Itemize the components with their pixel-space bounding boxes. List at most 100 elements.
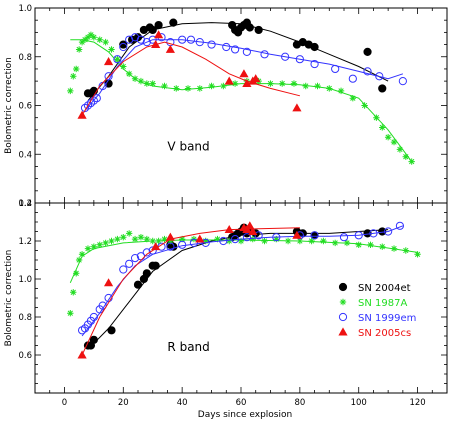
top-sn-1999em-point (83, 101, 93, 110)
bottom-sn-1987a-point-shape (308, 237, 315, 245)
bottom-sn-1987a-point-shape (261, 237, 268, 245)
bottom-sn-1987a-point (108, 237, 115, 245)
bottom-sn-1987a-point-shape (67, 310, 74, 317)
bottom-sn-1999em-point-shape (130, 254, 140, 263)
legend-label-sn-1987a: SN 1987A (358, 298, 407, 309)
top-sn-1987a-point (267, 80, 274, 87)
top-sn-1999em-point-shape (331, 64, 340, 74)
top-sn-1999em-fit-line (84, 39, 404, 111)
bottom-sn-1999em-point-shape (148, 246, 157, 255)
top-sn-1999em-point-shape (178, 35, 187, 44)
bottom-sn-1999em-point-shape (231, 235, 240, 244)
bottom-sn-1987a-point-shape (402, 247, 409, 254)
bottom-sn-1987a-point (120, 234, 127, 241)
top-sn-2004et-point (169, 18, 178, 27)
top-sn-1999em-point-shape (231, 45, 240, 54)
top-sn-1987a-point (314, 82, 321, 90)
bottom-sn-1987a-point (249, 235, 256, 243)
bottom-sn-1987a-point (137, 234, 145, 241)
bottom-y-tick-label: 0.6 (18, 351, 32, 361)
top-sn-1987a-point-shape (373, 114, 380, 121)
x-tick-label: 40 (177, 398, 188, 408)
bottom-sn-1987a-point-shape (143, 235, 151, 243)
top-sn-1999em-point (363, 67, 372, 76)
bottom-sn-2005cs-point (245, 221, 255, 230)
top-sn-2004et-point (310, 42, 319, 52)
top-y-tick-label: 0.4 (18, 150, 32, 160)
bottom-sn-1987a-point (161, 235, 168, 243)
top-sn-2005cs-point-shape (242, 78, 252, 88)
top-sn-1987a-point (196, 85, 203, 92)
bottom-sn-1987a-point (131, 235, 139, 243)
bottom-sn-1999em-point-shape (201, 238, 210, 247)
top-sn-1999em-point (92, 94, 101, 103)
bottom-sn-1999em-point (231, 235, 240, 244)
bottom-sn-1987a-point-shape (178, 235, 186, 243)
top-sn-2004et-point-shape (254, 25, 263, 35)
top-sn-1987a-point (184, 85, 192, 92)
bottom-y-tick-label: 1.0 (18, 275, 32, 285)
top-sn-1987a-point (373, 114, 380, 121)
top-sn-1999em-point-shape (89, 96, 98, 105)
bottom-sn-1987a-point (178, 235, 186, 243)
bottom-sn-1987a-point (67, 310, 74, 317)
bottom-sn-1987a-point-shape (414, 251, 421, 258)
bottom-sn-2005cs-point-shape (224, 225, 234, 234)
bottom-y-axis-label: Bolometric correction (4, 250, 14, 347)
bottom-sn-2005cs-point (165, 232, 175, 241)
bottom-sn-1999em-point (119, 265, 128, 274)
bottom-sn-2005cs-point-shape (248, 226, 258, 235)
bottom-sn-1999em-point (339, 233, 349, 242)
bottom-sn-1987a-point-shape (367, 241, 374, 248)
top-sn-1999em-point (295, 55, 304, 64)
top-sn-1999em-point (281, 52, 290, 61)
top-sn-1987a-point-shape (402, 153, 409, 160)
bottom-sn-1999em-point-shape (89, 312, 98, 322)
bottom-sn-2005cs-point-shape (77, 350, 87, 359)
top-sn-1987a-point-shape (267, 80, 274, 87)
bottom-sn-1987a-point-shape (237, 237, 245, 245)
top-sn-1987a-point-shape (184, 85, 192, 92)
x-tick-label: 120 (409, 398, 425, 408)
top-sn-2005cs-point-shape (103, 57, 114, 66)
top-y-tick-label: 0.8 (18, 53, 32, 63)
bottom-sn-1987a-point (125, 230, 133, 237)
bottom-sn-2004et-point-shape (89, 335, 98, 344)
top-sn-1987a-point (349, 94, 357, 102)
top-sn-1987a-point (78, 38, 86, 46)
top-sn-2005cs-point (242, 78, 252, 88)
bottom-sn-1987a-point-shape (90, 243, 98, 250)
top-sn-1987a-point-shape (161, 82, 168, 90)
top-sn-1999em-point (104, 72, 113, 81)
top-sn-2005cs-point-shape (77, 110, 87, 119)
top-sn-1987a-point (143, 80, 151, 87)
top-sn-2004et-point (245, 23, 254, 32)
bottom-sn-2005cs-point (195, 234, 205, 243)
top-sn-1987a-point (408, 158, 415, 165)
bottom-sn-1987a-point-shape (273, 235, 280, 243)
bottom-sn-1987a-point (331, 239, 339, 247)
top-sn-1987a-point-shape (173, 85, 180, 92)
top-sn-1999em-point (331, 64, 340, 74)
bottom-sn-2005cs-point-shape (195, 234, 205, 243)
bottom-sn-1999em-point (254, 231, 263, 240)
bottom-sn-2004et-point (151, 261, 160, 270)
top-sn-1987a-point-shape (75, 46, 83, 53)
bottom-sn-1987a-point-shape (96, 241, 103, 248)
top-sn-1987a-point (102, 38, 109, 46)
bottom-sn-1987a-point (226, 237, 233, 245)
top-sn-1987a-point (337, 87, 345, 95)
top-sn-1987a-point-shape (314, 82, 321, 90)
bottom-sn-2004et-point (142, 269, 151, 278)
bottom-sn-1987a-point (143, 235, 151, 243)
top-sn-1999em-point-shape (398, 77, 407, 86)
top-sn-2005cs-point-shape (224, 76, 234, 85)
top-sn-1999em-point-shape (113, 55, 122, 64)
top-sn-2005cs-point-shape (292, 103, 302, 112)
top-sn-1987a-point-shape (114, 55, 121, 63)
bottom-sn-1987a-point (84, 245, 92, 252)
top-sn-1999em-point-shape (148, 35, 157, 44)
bottom-sn-1987a-point-shape (343, 239, 351, 247)
top-sn-2005cs-point-shape (251, 74, 261, 83)
